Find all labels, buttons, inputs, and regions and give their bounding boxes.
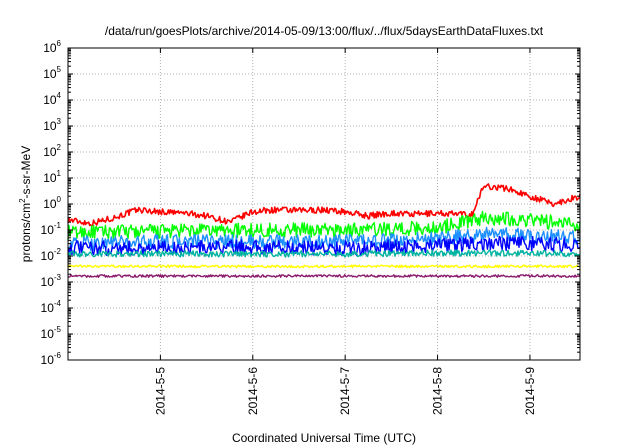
y-tick-exp: -4 xyxy=(54,299,62,308)
y-tick-exp: 5 xyxy=(57,65,62,74)
x-axis-ticks: 2014-5-5 2014-5-6 2014-5-7 2014-5-8 2014-5-9 xyxy=(153,48,537,415)
x-tick-label: 2014-5-6 xyxy=(246,367,260,415)
x-axis-label: Coordinated Universal Time (UTC) xyxy=(232,431,416,445)
y-tick-exp: 0 xyxy=(57,195,62,204)
y-tick-exp: -5 xyxy=(54,325,62,334)
y-tick-label: 10-3 xyxy=(41,273,62,289)
y-axis-ticks: 10-610-510-410-310-210-11001011021031041… xyxy=(41,39,580,367)
x-tick-label: 2014-5-8 xyxy=(431,367,445,415)
y-tick-base: 10 xyxy=(41,301,55,315)
y-tick-base: 10 xyxy=(43,93,57,107)
series-line-6 xyxy=(67,264,581,269)
series-line-4 xyxy=(67,235,581,256)
series-line-2 xyxy=(67,210,581,240)
series-line-7 xyxy=(67,274,581,278)
y-tick-exp: 2 xyxy=(57,143,62,152)
y-tick-label: 102 xyxy=(43,143,61,159)
y-tick-label: 10-5 xyxy=(41,325,62,341)
y-axis-label: protons/cm2-s-sr-MeV xyxy=(18,146,33,262)
y-tick-exp: 6 xyxy=(57,39,62,48)
y-axis-label-prefix: protons/cm xyxy=(19,203,33,262)
y-tick-base: 10 xyxy=(43,145,57,159)
y-tick-base: 10 xyxy=(41,353,55,367)
y-tick-base: 10 xyxy=(41,249,55,263)
chart-title: /data/run/goesPlots/archive/2014-05-09/1… xyxy=(105,24,544,38)
y-tick-label: 103 xyxy=(43,117,61,133)
y-tick-base: 10 xyxy=(41,275,55,289)
x-tick-label: 2014-5-5 xyxy=(153,367,167,415)
y-tick-label: 10-1 xyxy=(41,221,62,237)
y-tick-label: 10-6 xyxy=(41,351,62,367)
y-tick-base: 10 xyxy=(43,171,57,185)
y-tick-exp: -6 xyxy=(54,351,62,360)
y-tick-label: 106 xyxy=(43,39,61,55)
series-line-5 xyxy=(67,249,581,258)
series-group xyxy=(67,183,581,278)
y-tick-label: 100 xyxy=(43,195,61,211)
y-tick-base: 10 xyxy=(43,41,57,55)
y-tick-base: 10 xyxy=(43,197,57,211)
y-tick-exp: 1 xyxy=(57,169,62,178)
y-axis-label-sup: 2 xyxy=(18,198,27,203)
y-tick-exp: -1 xyxy=(54,221,62,230)
y-tick-exp: -3 xyxy=(54,273,62,282)
y-tick-exp: 3 xyxy=(57,117,62,126)
y-tick-exp: 4 xyxy=(57,91,62,100)
y-tick-base: 10 xyxy=(43,119,57,133)
grid-lines xyxy=(68,48,580,360)
y-axis-label-suffix: -s-sr-MeV xyxy=(19,146,33,199)
x-tick-label: 2014-5-9 xyxy=(523,367,537,415)
series-line-1 xyxy=(67,183,581,227)
y-tick-base: 10 xyxy=(41,327,55,341)
y-tick-label: 10-4 xyxy=(41,299,62,315)
y-tick-base: 10 xyxy=(43,67,57,81)
x-tick-label: 2014-5-7 xyxy=(338,367,352,415)
y-tick-label: 105 xyxy=(43,65,61,81)
y-tick-exp: -2 xyxy=(54,247,62,256)
y-tick-label: 104 xyxy=(43,91,61,107)
y-tick-label: 10-2 xyxy=(41,247,62,263)
y-tick-label: 101 xyxy=(43,169,61,185)
series-line-3 xyxy=(67,226,581,252)
y-tick-base: 10 xyxy=(41,223,55,237)
